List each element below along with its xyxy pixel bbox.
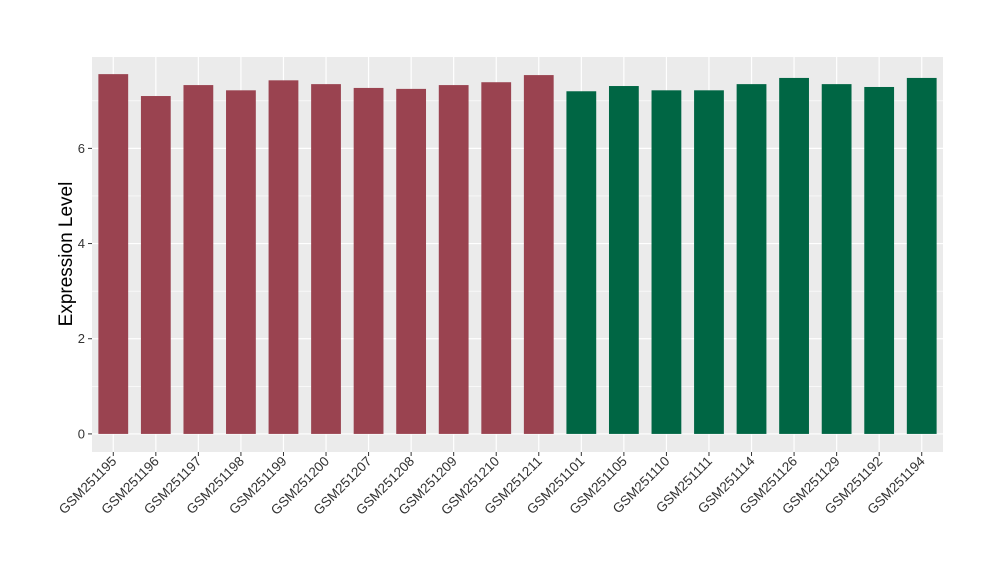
bar-GSM251207 [353, 87, 384, 434]
bar-GSM251209 [438, 85, 469, 434]
bar-GSM251192 [864, 86, 895, 434]
y-axis-label: Expression Level [56, 182, 77, 327]
panel-background [92, 57, 943, 452]
bar-GSM251200 [311, 84, 341, 434]
bar-GSM251208 [396, 88, 427, 434]
y-tick-label: 4 [78, 236, 85, 251]
bar-GSM251105 [608, 86, 639, 434]
bar-GSM251126 [779, 77, 809, 434]
bar-GSM251211 [523, 75, 554, 434]
y-tick-label: 2 [78, 331, 85, 346]
bar-GSM251198 [226, 90, 256, 434]
bar-GSM251197 [183, 85, 214, 434]
y-tick-label: 6 [78, 141, 85, 156]
bar-GSM251199 [268, 80, 299, 434]
bar-GSM251114 [736, 84, 767, 434]
bar-GSM251195 [98, 74, 129, 434]
bar-GSM251110 [651, 90, 682, 434]
bar-GSM251196 [140, 96, 171, 434]
bar-GSM251129 [821, 84, 852, 434]
bar-GSM251194 [906, 77, 937, 434]
bar-GSM251210 [481, 82, 512, 434]
y-tick-label: 0 [78, 426, 85, 441]
bar-GSM251111 [694, 90, 724, 434]
bar-GSM251101 [566, 91, 597, 434]
